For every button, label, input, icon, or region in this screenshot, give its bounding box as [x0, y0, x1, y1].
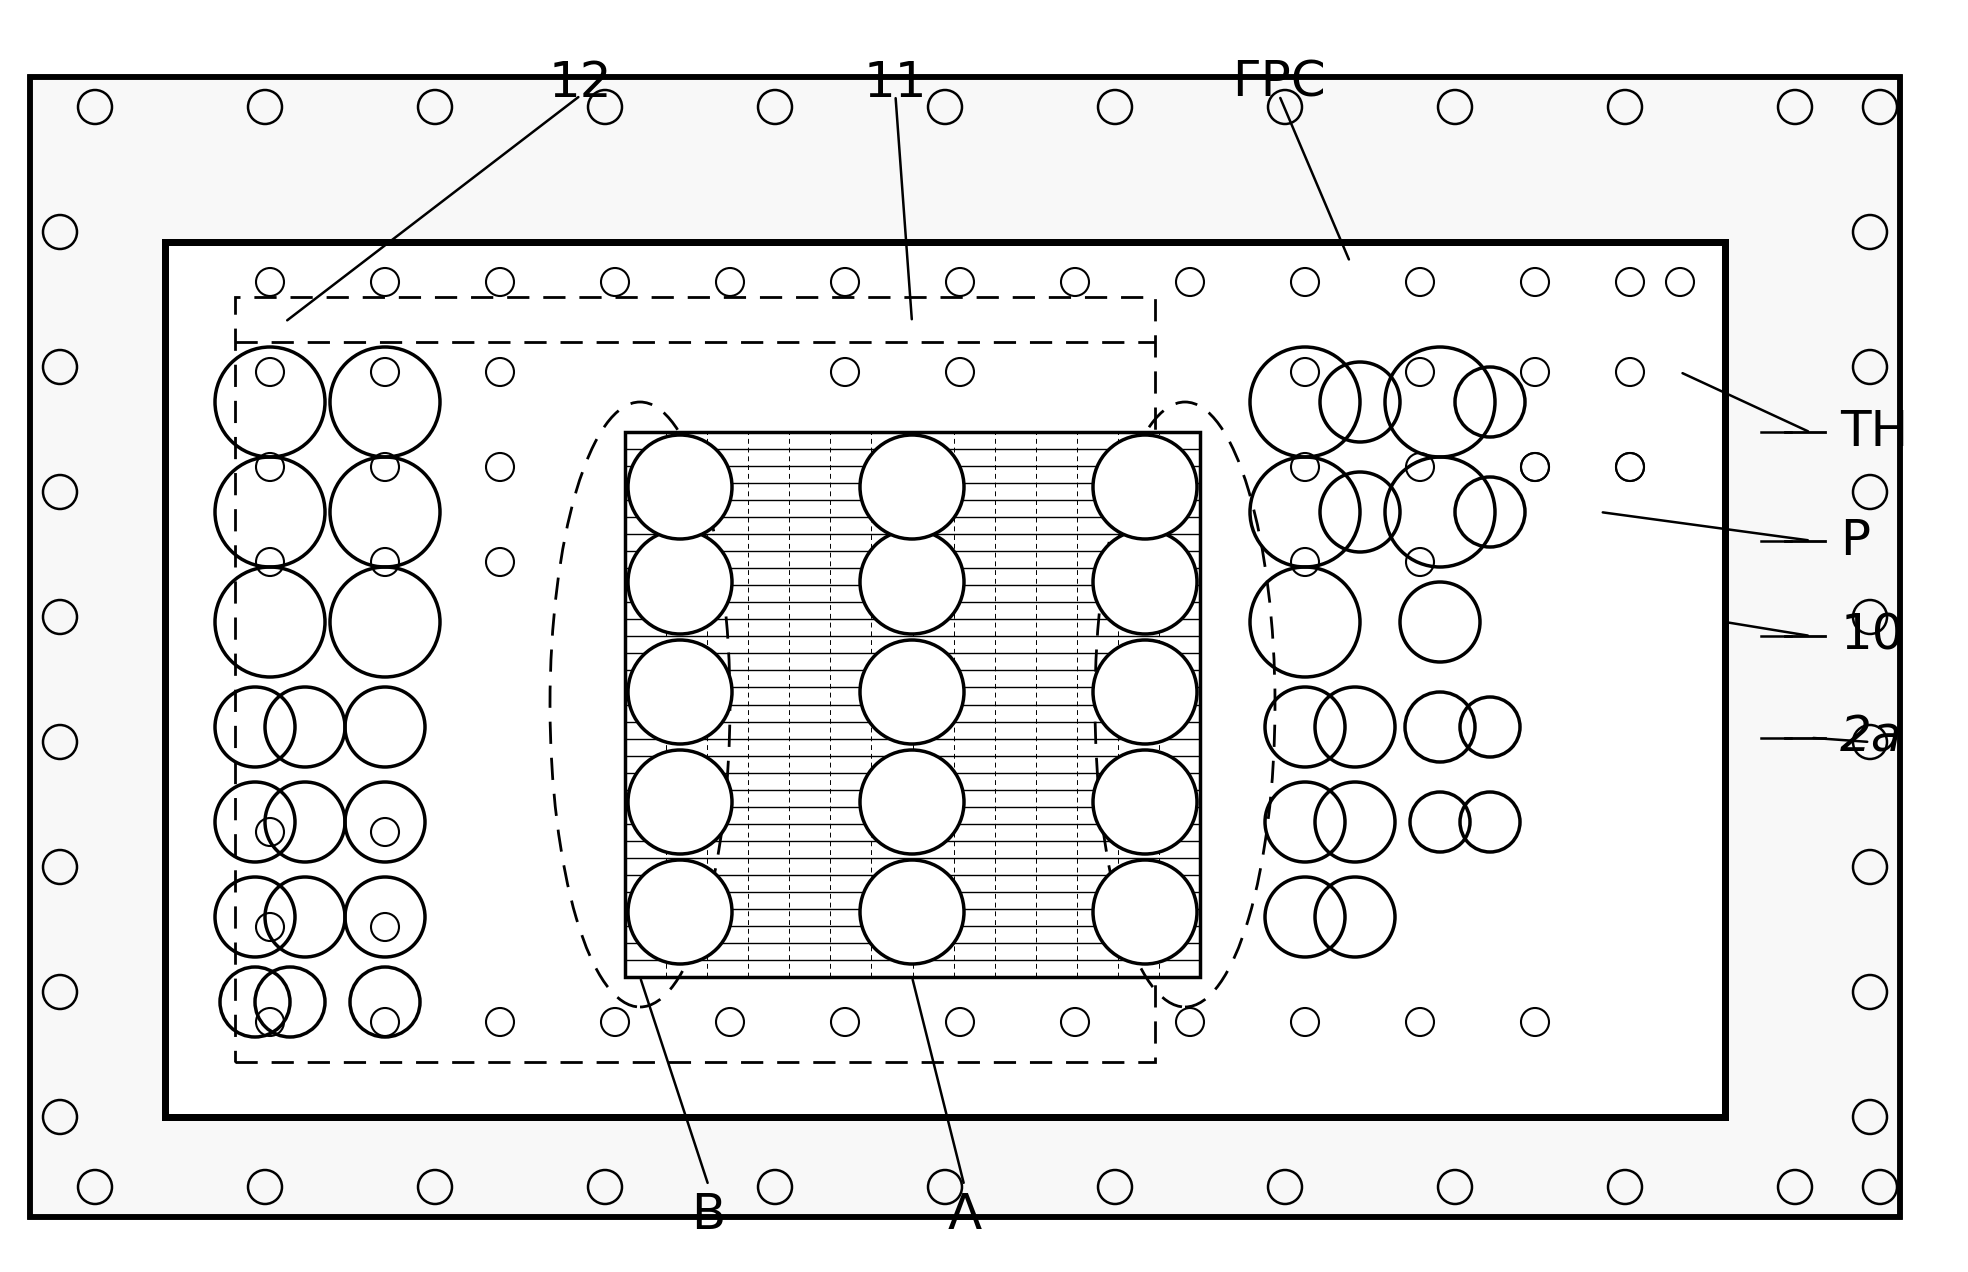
Circle shape — [860, 640, 964, 744]
Circle shape — [1092, 750, 1197, 854]
Bar — [165, 242, 1726, 1117]
Text: A: A — [947, 1191, 982, 1239]
Circle shape — [1092, 530, 1197, 633]
Circle shape — [860, 860, 964, 964]
Circle shape — [628, 750, 732, 854]
Text: 11: 11 — [864, 59, 927, 107]
Text: P: P — [1840, 516, 1870, 565]
Bar — [626, 432, 1200, 977]
Circle shape — [860, 435, 964, 539]
Circle shape — [860, 750, 964, 854]
Text: B: B — [691, 1191, 726, 1239]
Bar — [30, 78, 1899, 1217]
Text: 10: 10 — [1840, 612, 1903, 660]
Circle shape — [628, 860, 732, 964]
Circle shape — [860, 530, 964, 633]
Circle shape — [628, 435, 732, 539]
Circle shape — [1092, 860, 1197, 964]
Text: 2a: 2a — [1840, 714, 1903, 762]
Bar — [165, 242, 1726, 1117]
Bar — [626, 432, 1200, 977]
Circle shape — [1092, 435, 1197, 539]
Bar — [30, 78, 1899, 1217]
Text: 12: 12 — [549, 59, 612, 107]
Bar — [234, 296, 1155, 1062]
Text: TH: TH — [1840, 408, 1909, 457]
Circle shape — [628, 640, 732, 744]
Circle shape — [628, 530, 732, 633]
Circle shape — [1092, 640, 1197, 744]
Text: FPC: FPC — [1232, 59, 1326, 107]
